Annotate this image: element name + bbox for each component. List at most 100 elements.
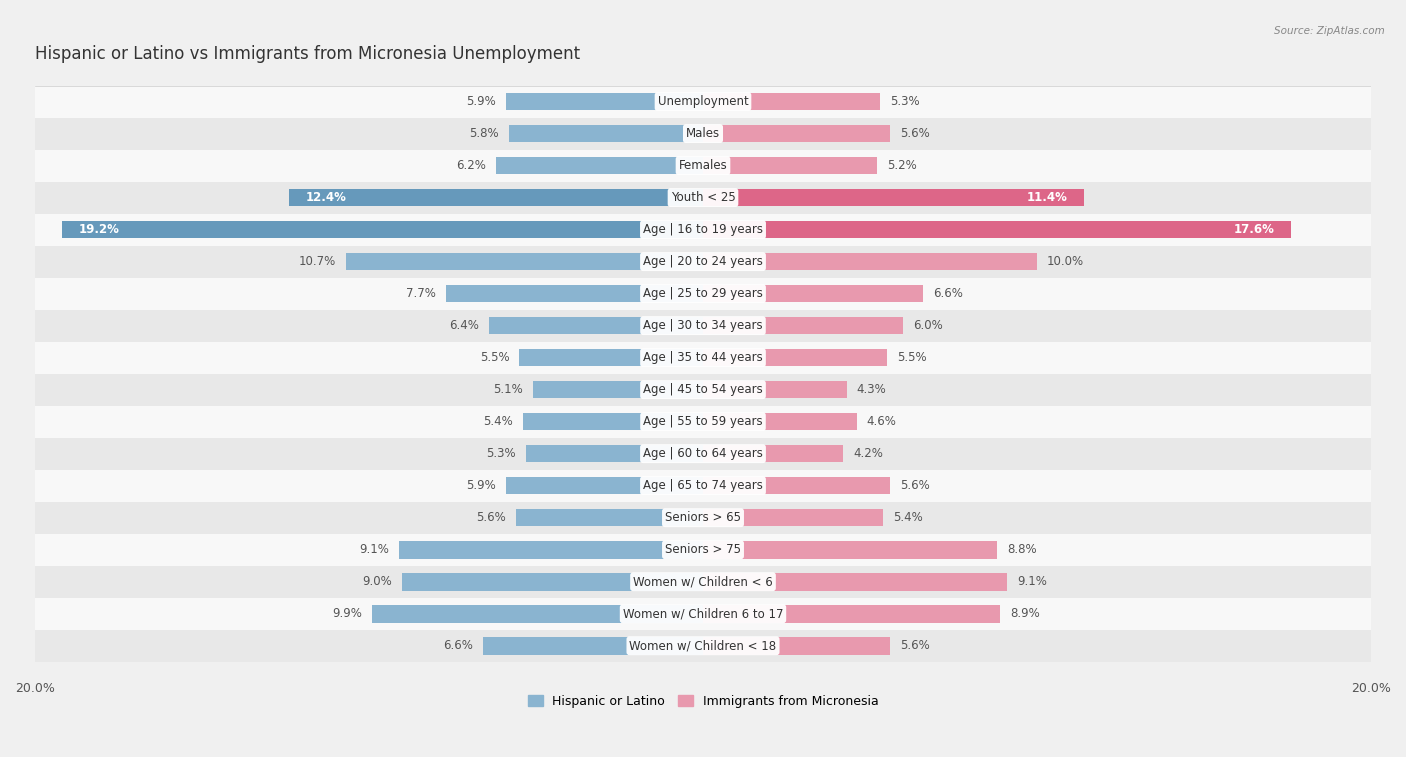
Bar — [62, 221, 703, 238]
Text: Age | 35 to 44 years: Age | 35 to 44 years — [643, 351, 763, 364]
Text: 6.6%: 6.6% — [443, 639, 472, 653]
Text: 8.8%: 8.8% — [1007, 544, 1036, 556]
Bar — [703, 317, 904, 335]
Bar — [703, 637, 890, 655]
Legend: Hispanic or Latino, Immigrants from Micronesia: Hispanic or Latino, Immigrants from Micr… — [523, 690, 883, 713]
Text: Youth < 25: Youth < 25 — [671, 191, 735, 204]
Text: 6.0%: 6.0% — [914, 319, 943, 332]
Bar — [703, 157, 877, 174]
Bar — [523, 413, 703, 431]
Bar — [35, 117, 1371, 150]
Bar — [703, 221, 1291, 238]
Bar — [35, 565, 1371, 598]
Text: 12.4%: 12.4% — [305, 191, 346, 204]
Bar — [35, 182, 1371, 213]
Bar — [506, 93, 703, 111]
Text: Age | 55 to 59 years: Age | 55 to 59 years — [643, 415, 763, 428]
Text: 5.6%: 5.6% — [900, 639, 929, 653]
Bar — [446, 285, 703, 302]
Bar — [703, 253, 1038, 270]
Text: 6.2%: 6.2% — [456, 159, 486, 172]
Bar — [35, 630, 1371, 662]
Bar — [35, 245, 1371, 278]
Text: 8.9%: 8.9% — [1011, 607, 1040, 620]
Bar — [35, 469, 1371, 502]
Text: 5.9%: 5.9% — [467, 479, 496, 492]
Bar — [346, 253, 703, 270]
Text: 10.7%: 10.7% — [298, 255, 336, 268]
Bar — [35, 278, 1371, 310]
Text: 5.9%: 5.9% — [467, 95, 496, 108]
Text: 7.7%: 7.7% — [406, 287, 436, 300]
Text: 5.8%: 5.8% — [470, 127, 499, 140]
Text: 5.6%: 5.6% — [900, 127, 929, 140]
Bar — [399, 541, 703, 559]
Text: 4.6%: 4.6% — [866, 415, 897, 428]
Text: Source: ZipAtlas.com: Source: ZipAtlas.com — [1274, 26, 1385, 36]
Bar — [402, 573, 703, 590]
Text: 19.2%: 19.2% — [79, 223, 120, 236]
Bar — [506, 477, 703, 494]
Text: 5.5%: 5.5% — [479, 351, 509, 364]
Text: 9.0%: 9.0% — [363, 575, 392, 588]
Text: 4.2%: 4.2% — [853, 447, 883, 460]
Bar — [288, 188, 703, 207]
Bar — [373, 605, 703, 622]
Bar — [533, 381, 703, 398]
Text: 6.6%: 6.6% — [934, 287, 963, 300]
Text: 11.4%: 11.4% — [1026, 191, 1067, 204]
Bar — [35, 213, 1371, 245]
Text: 5.5%: 5.5% — [897, 351, 927, 364]
Bar — [35, 374, 1371, 406]
Bar — [516, 509, 703, 526]
Bar — [703, 413, 856, 431]
Bar — [703, 605, 1000, 622]
Text: 4.3%: 4.3% — [856, 383, 886, 396]
Text: 5.2%: 5.2% — [887, 159, 917, 172]
Bar — [703, 188, 1084, 207]
Bar — [703, 509, 883, 526]
Text: Females: Females — [679, 159, 727, 172]
Text: Age | 45 to 54 years: Age | 45 to 54 years — [643, 383, 763, 396]
Bar — [703, 445, 844, 463]
Text: Women w/ Children < 18: Women w/ Children < 18 — [630, 639, 776, 653]
Text: Age | 20 to 24 years: Age | 20 to 24 years — [643, 255, 763, 268]
Bar — [703, 381, 846, 398]
Bar — [35, 310, 1371, 341]
Text: Age | 65 to 74 years: Age | 65 to 74 years — [643, 479, 763, 492]
Text: Males: Males — [686, 127, 720, 140]
Bar — [35, 598, 1371, 630]
Bar — [489, 317, 703, 335]
Text: 5.3%: 5.3% — [890, 95, 920, 108]
Bar — [35, 86, 1371, 117]
Bar — [509, 125, 703, 142]
Text: 9.1%: 9.1% — [1017, 575, 1047, 588]
Text: Age | 25 to 29 years: Age | 25 to 29 years — [643, 287, 763, 300]
Text: Hispanic or Latino vs Immigrants from Micronesia Unemployment: Hispanic or Latino vs Immigrants from Mi… — [35, 45, 581, 64]
Text: Age | 60 to 64 years: Age | 60 to 64 years — [643, 447, 763, 460]
Bar — [703, 349, 887, 366]
Bar — [35, 406, 1371, 438]
Bar — [35, 502, 1371, 534]
Text: 5.6%: 5.6% — [900, 479, 929, 492]
Bar — [703, 93, 880, 111]
Text: 5.1%: 5.1% — [494, 383, 523, 396]
Text: 5.3%: 5.3% — [486, 447, 516, 460]
Bar — [519, 349, 703, 366]
Text: Age | 30 to 34 years: Age | 30 to 34 years — [643, 319, 763, 332]
Text: 9.1%: 9.1% — [359, 544, 389, 556]
Bar — [703, 285, 924, 302]
Bar — [35, 534, 1371, 565]
Bar — [703, 477, 890, 494]
Bar — [526, 445, 703, 463]
Bar — [703, 541, 997, 559]
Text: 5.4%: 5.4% — [893, 511, 924, 524]
Bar — [482, 637, 703, 655]
Bar — [35, 341, 1371, 374]
Text: 9.9%: 9.9% — [332, 607, 363, 620]
Text: Women w/ Children < 6: Women w/ Children < 6 — [633, 575, 773, 588]
Text: 17.6%: 17.6% — [1233, 223, 1274, 236]
Bar — [35, 150, 1371, 182]
Bar — [35, 438, 1371, 469]
Text: 6.4%: 6.4% — [450, 319, 479, 332]
